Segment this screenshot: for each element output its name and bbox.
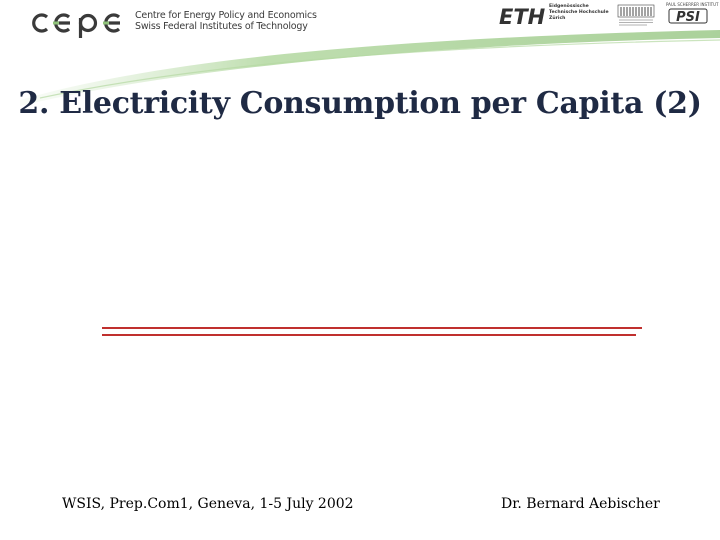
header-swoosh-thin <box>39 39 720 99</box>
red-rule-top <box>102 327 642 329</box>
eth-line3: Zürich <box>549 16 566 21</box>
cepe-name: Centre for Energy Policy and Economics S… <box>135 10 317 32</box>
slide-title: 2. Electricity Consumption per Capita (2… <box>18 86 702 121</box>
header-swoosh-band <box>20 30 720 106</box>
footer-author: Dr. Bernard Aebischer <box>501 496 660 512</box>
psi-logo-text: PSI <box>676 10 700 24</box>
eth-line2: Technische Hochschule <box>549 10 609 15</box>
header-swoosh <box>20 30 720 106</box>
psi-institute-name: PAUL SCHERRER INSTITUT <box>666 2 719 7</box>
cepe-line2: Swiss Federal Institutes of Technology <box>135 21 308 32</box>
cepe-logo <box>32 13 121 38</box>
crpp-logo <box>617 4 655 26</box>
eth-line1: Eidgenössische <box>549 4 589 9</box>
red-rule-bottom <box>102 334 636 336</box>
eth-logo: ETH <box>499 5 545 27</box>
psi-logo: PSI <box>668 8 708 24</box>
eth-name: Eidgenössische Technische Hochschule Zür… <box>549 4 609 22</box>
cepe-line1: Centre for Energy Policy and Economics <box>135 10 317 21</box>
footer-event: WSIS, Prep.Com1, Geneva, 1-5 July 2002 <box>62 496 354 512</box>
eth-logo-text: ETH <box>499 5 545 27</box>
